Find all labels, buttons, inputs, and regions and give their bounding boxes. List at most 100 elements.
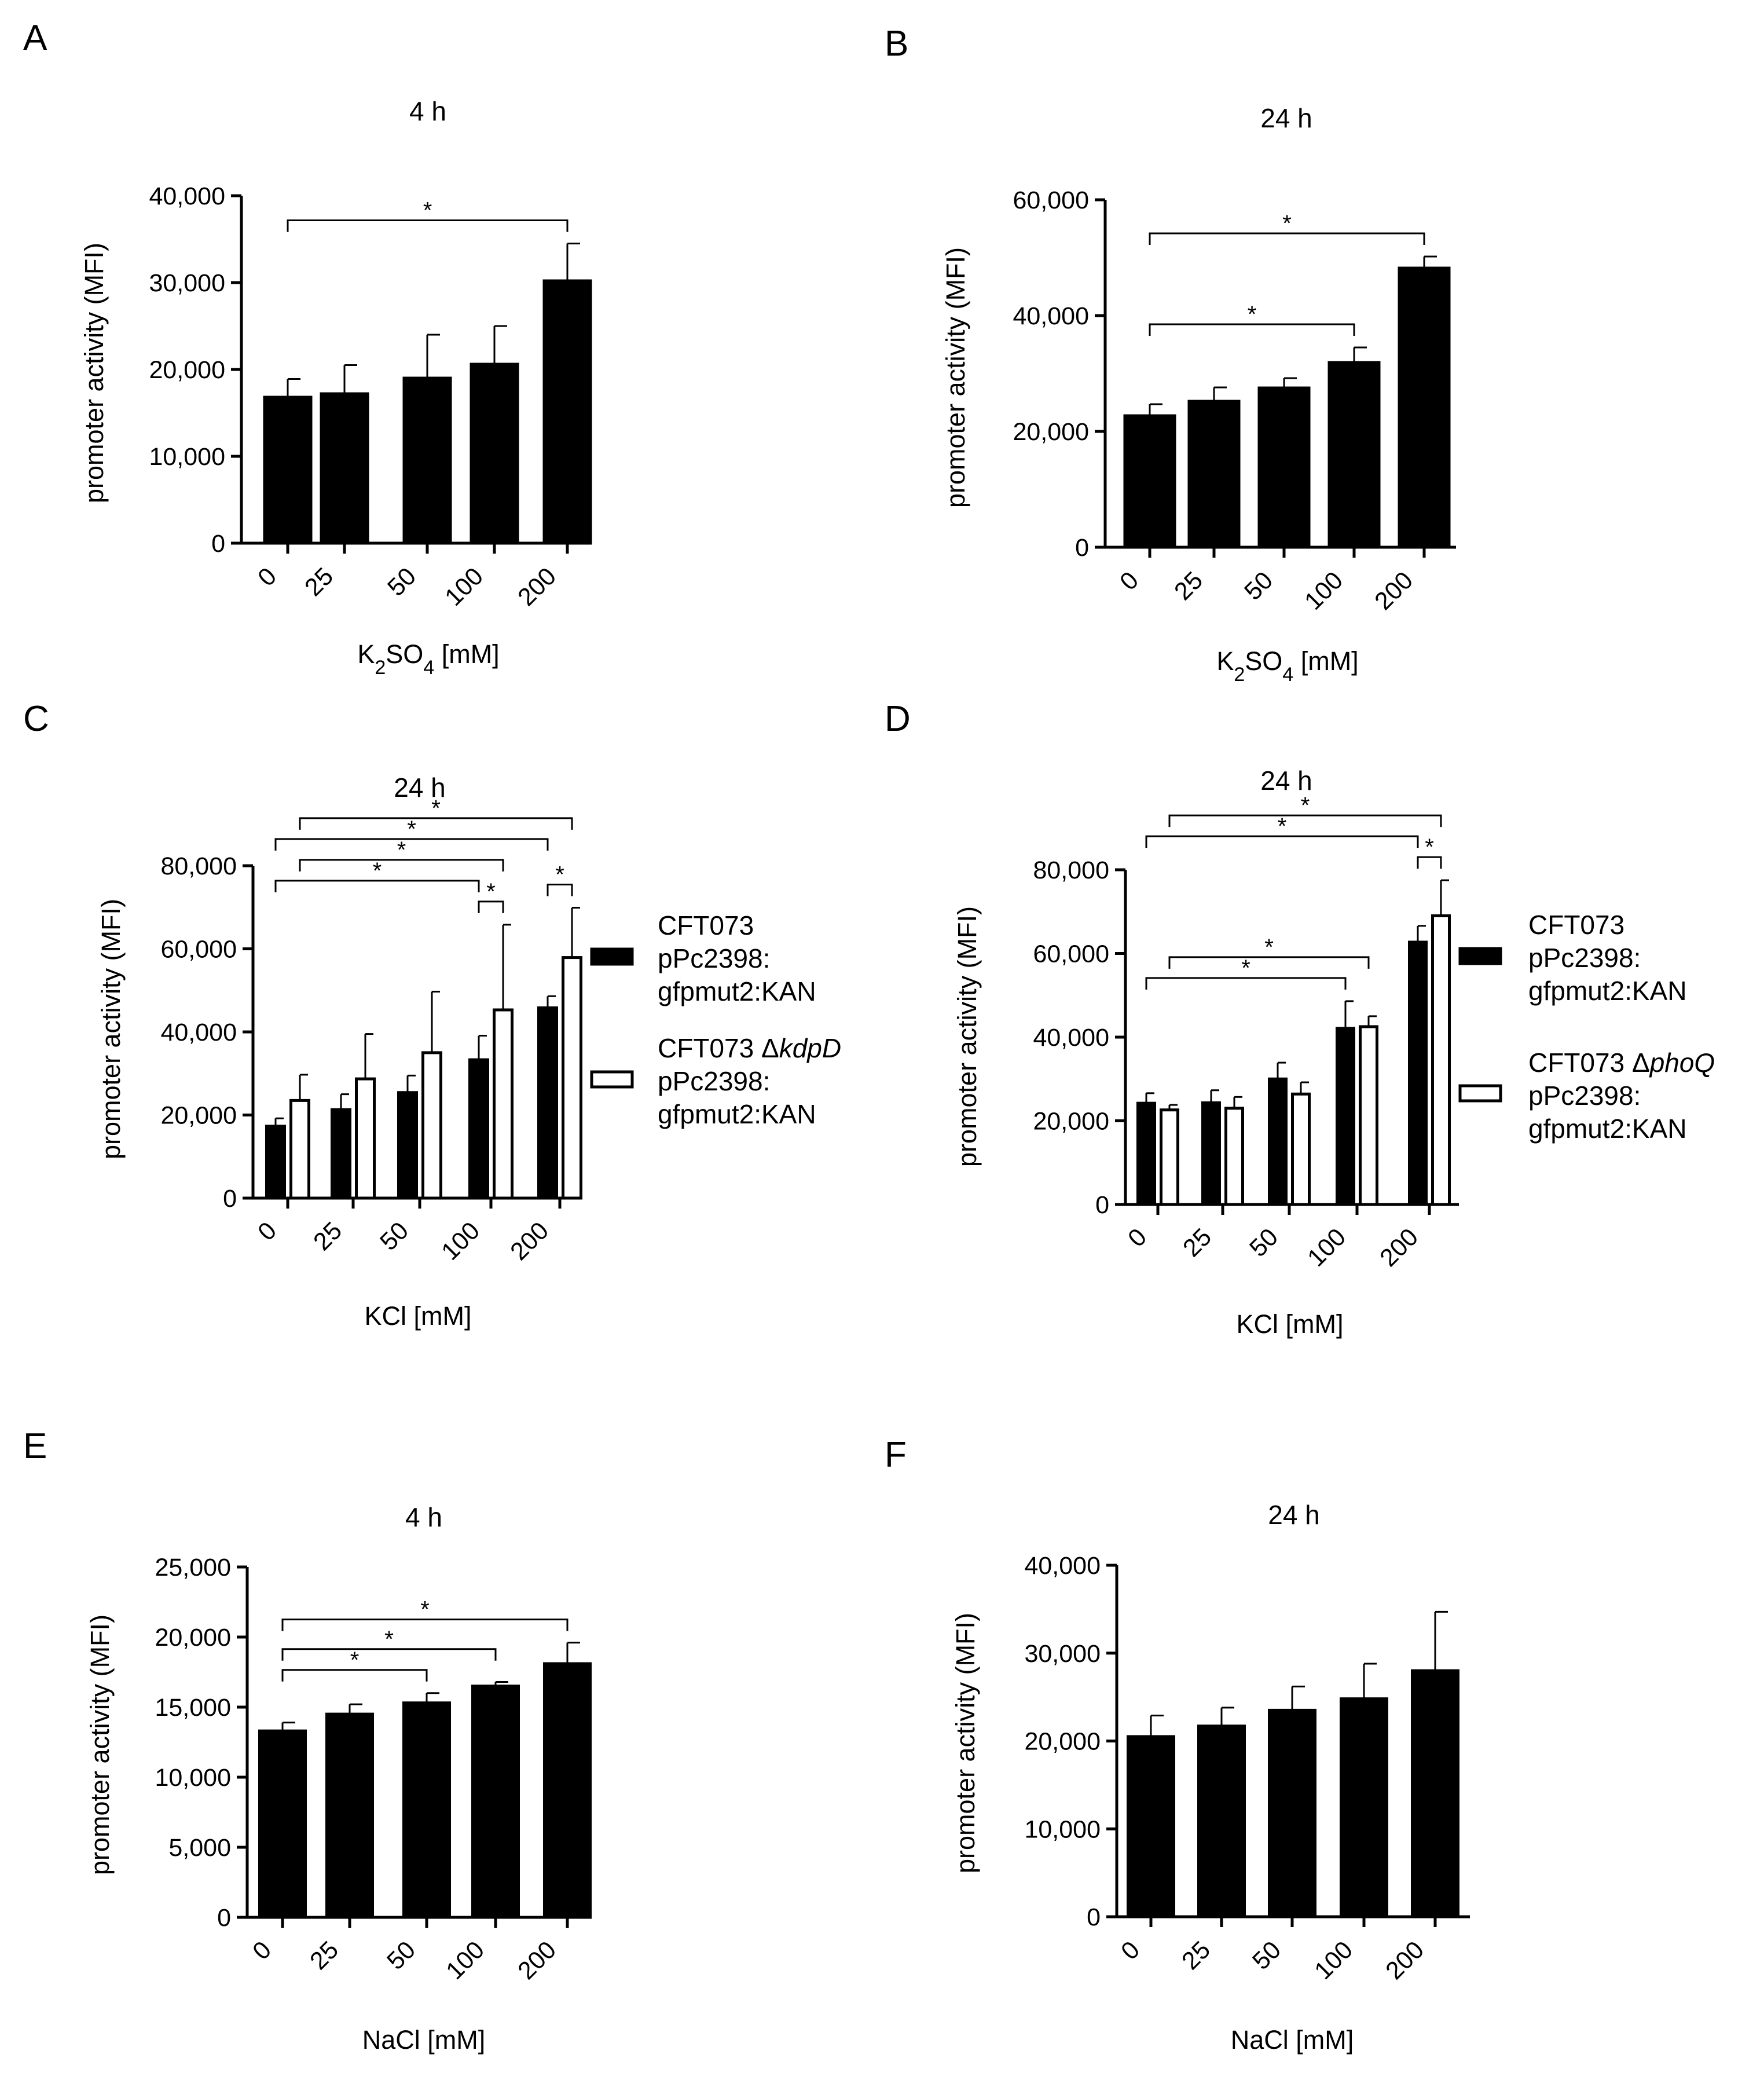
- chart-title: 24 h: [394, 772, 446, 803]
- y-tick-label: 5,000: [168, 1834, 231, 1862]
- y-tick-label: 20,000: [1013, 418, 1089, 446]
- bar: [1359, 1025, 1378, 1206]
- bar: [1268, 1077, 1288, 1206]
- panel-letter: C: [23, 699, 49, 739]
- bar: [471, 1685, 520, 1919]
- panel-c: C 24 h promoter activity (MFI) KCl [mM] …: [23, 699, 841, 1331]
- panel-letter: D: [885, 699, 911, 739]
- bracket-line: [1417, 856, 1442, 869]
- significance-bracket: *: [1145, 955, 1347, 990]
- y-tick-label: 0: [217, 1904, 231, 1932]
- bar: [542, 279, 592, 545]
- x-axis-label: K2SO4 [mM]: [357, 639, 499, 679]
- significance-bracket: *: [1417, 834, 1442, 869]
- x-tick-label: 200: [1380, 1936, 1429, 1985]
- bar: [1408, 940, 1428, 1206]
- bar: [320, 392, 369, 545]
- chart-title: 24 h: [1268, 1500, 1320, 1530]
- x-tick-label: 200: [1374, 1223, 1424, 1272]
- bar: [397, 1091, 418, 1200]
- chart-title: 4 h: [409, 96, 446, 126]
- legend-label: pPc2398:: [658, 1066, 770, 1096]
- y-tick-label: 40,000: [160, 1019, 237, 1046]
- legend-label: CFT073 ΔphoQ: [1528, 1048, 1715, 1078]
- y-tick-label: 15,000: [155, 1694, 231, 1722]
- significance-bracket: *: [299, 796, 573, 830]
- y-tick-label: 80,000: [160, 852, 237, 880]
- x-tick-label: 0: [252, 562, 282, 592]
- significance-star: *: [555, 862, 564, 887]
- y-tick-label: 30,000: [149, 269, 225, 297]
- bar: [421, 1051, 442, 1200]
- bracket-line: [281, 1669, 428, 1682]
- y-tick-label: 20,000: [1024, 1728, 1101, 1756]
- x-tick-label: 50: [1244, 1223, 1283, 1262]
- significance-star: *: [1241, 955, 1250, 981]
- bar: [1224, 1107, 1244, 1206]
- legend-label: gfpmut2:KAN: [1528, 976, 1687, 1006]
- bar: [1187, 400, 1241, 549]
- legend-label: CFT073 ΔkdpD: [658, 1033, 841, 1063]
- y-axis-label: promoter activity (MFI): [96, 899, 126, 1159]
- x-tick-label: 0: [1116, 1936, 1145, 1965]
- significance-bracket: *: [281, 1647, 428, 1682]
- bar: [1268, 1708, 1316, 1918]
- y-tick-label: 0: [223, 1185, 237, 1213]
- bracket-line: [299, 817, 573, 830]
- significance-star: *: [420, 1597, 430, 1623]
- significance-bracket: *: [1168, 793, 1442, 828]
- bar: [1291, 1092, 1311, 1206]
- significance-bracket: *: [299, 837, 504, 872]
- bar: [263, 396, 313, 545]
- bracket-line: [274, 880, 480, 892]
- bracket-line: [1168, 814, 1442, 828]
- panel-letter: B: [885, 24, 908, 64]
- legend-label: pPc2398:: [658, 943, 770, 973]
- y-tick-label: 40,000: [1024, 1552, 1101, 1580]
- svg-text:promoter activity (MFI): promoter activity (MFI): [96, 899, 126, 1159]
- plot-area: 0 5,000 10,000 15,000 20,000 25,000 0 25 50 100 20…: [155, 1554, 592, 1985]
- y-axis-label: promoter activity (MFI): [941, 247, 970, 508]
- svg-text:promoter activity (MFI): promoter activity (MFI): [85, 1614, 115, 1875]
- legend-label: gfpmut2:KAN: [1528, 1114, 1687, 1144]
- bar: [470, 363, 519, 545]
- legend-swatch: [590, 1070, 634, 1089]
- significance-star: *: [384, 1627, 394, 1652]
- y-tick-label: 40,000: [149, 182, 225, 210]
- significance-bracket: *: [1168, 935, 1370, 969]
- bracket-line: [287, 219, 569, 232]
- significance-star: *: [1264, 935, 1274, 960]
- x-tick-label: 100: [441, 1936, 490, 1985]
- bracket-line: [1149, 323, 1355, 336]
- x-tick-label: 25: [1178, 1223, 1217, 1262]
- significance-star: *: [486, 879, 496, 905]
- y-axis-label: promoter activity (MFI): [79, 243, 109, 503]
- y-tick-label: 20,000: [155, 1624, 231, 1652]
- y-tick-label: 10,000: [155, 1764, 231, 1792]
- panel-letter: F: [885, 1435, 907, 1475]
- svg-text:promoter activity (MFI): promoter activity (MFI): [941, 247, 970, 508]
- legend-label: pPc2398:: [1528, 1081, 1641, 1111]
- significance-star: *: [1278, 814, 1287, 839]
- y-tick-label: 40,000: [1013, 302, 1089, 330]
- y-tick-label: 10,000: [149, 443, 225, 471]
- bar: [1398, 266, 1451, 549]
- significance-bracket: *: [281, 1627, 497, 1661]
- bar: [258, 1729, 307, 1919]
- x-tick-label: 0: [1123, 1223, 1152, 1253]
- x-tick-label: 100: [1299, 566, 1348, 616]
- svg-text:promoter activity (MFI): promoter activity (MFI): [951, 1613, 980, 1873]
- significance-bracket: *: [274, 817, 549, 851]
- bar: [1336, 1027, 1355, 1206]
- bracket-line: [1145, 977, 1347, 990]
- x-tick-label: 50: [1247, 1936, 1286, 1975]
- y-tick-label: 10,000: [1024, 1815, 1101, 1843]
- significance-star: *: [1248, 302, 1257, 327]
- x-tick-label: 0: [1114, 566, 1144, 596]
- significance-bracket: *: [547, 862, 573, 896]
- chart-title: 24 h: [1260, 103, 1312, 133]
- legend-label: CFT073: [658, 910, 754, 940]
- x-tick-label: 0: [247, 1936, 277, 1965]
- bar: [1411, 1669, 1459, 1918]
